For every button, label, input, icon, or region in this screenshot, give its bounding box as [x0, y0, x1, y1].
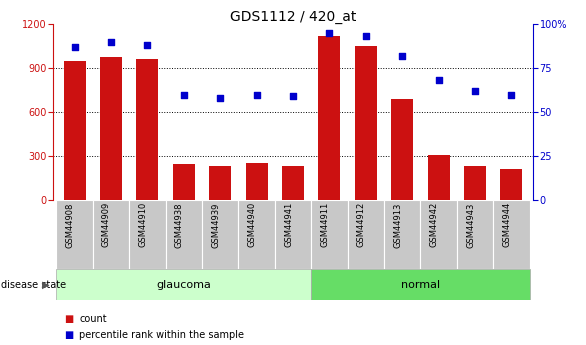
Text: disease state: disease state	[1, 280, 66, 289]
Text: GSM44912: GSM44912	[357, 202, 366, 247]
Bar	[500, 169, 522, 200]
Bar	[64, 61, 86, 200]
Point	[143, 42, 152, 48]
Point	[397, 53, 407, 59]
Text: GSM44909: GSM44909	[102, 202, 111, 247]
Text: normal: normal	[401, 280, 440, 289]
Text: ▶: ▶	[42, 280, 50, 289]
Bar	[464, 166, 486, 200]
Bar	[282, 166, 304, 200]
Bar	[457, 200, 493, 269]
Text: GSM44940: GSM44940	[248, 202, 257, 247]
Point	[434, 78, 443, 83]
Text: GSM44941: GSM44941	[284, 202, 293, 247]
Text: count: count	[79, 314, 107, 324]
Bar	[355, 46, 377, 200]
Point	[70, 44, 79, 50]
Text: GSM44913: GSM44913	[393, 202, 402, 248]
Text: GSM44944: GSM44944	[502, 202, 512, 247]
Bar	[493, 200, 530, 269]
Bar	[166, 200, 202, 269]
Bar	[56, 200, 93, 269]
Point	[361, 34, 370, 39]
Point	[325, 30, 334, 36]
Point	[471, 88, 480, 94]
Text: GSM44943: GSM44943	[466, 202, 475, 248]
Point	[106, 39, 115, 45]
Bar	[173, 164, 195, 200]
Bar	[129, 200, 166, 269]
Bar	[246, 163, 268, 200]
Text: GSM44910: GSM44910	[138, 202, 148, 247]
Bar	[311, 269, 530, 300]
Bar	[311, 200, 347, 269]
Bar	[209, 166, 231, 200]
Text: GSM44911: GSM44911	[321, 202, 329, 247]
Text: GDS1112 / 420_at: GDS1112 / 420_at	[230, 10, 356, 24]
Bar	[202, 200, 239, 269]
Bar	[56, 269, 311, 300]
Bar	[239, 200, 275, 269]
Point	[507, 92, 516, 97]
Point	[216, 95, 225, 101]
Bar	[420, 200, 457, 269]
Text: glaucoma: glaucoma	[156, 280, 211, 289]
Text: ■: ■	[64, 314, 74, 324]
Text: GSM44942: GSM44942	[430, 202, 438, 247]
Text: GSM44938: GSM44938	[175, 202, 184, 248]
Bar	[384, 200, 420, 269]
Bar	[93, 200, 129, 269]
Bar	[275, 200, 311, 269]
Bar	[137, 59, 158, 200]
Text: percentile rank within the sample: percentile rank within the sample	[79, 330, 244, 339]
Text: ■: ■	[64, 330, 74, 339]
Bar	[347, 200, 384, 269]
Point	[179, 92, 189, 97]
Point	[288, 93, 298, 99]
Bar	[428, 155, 449, 200]
Bar	[391, 99, 413, 200]
Bar	[100, 57, 122, 200]
Bar	[318, 36, 340, 200]
Text: GSM44939: GSM44939	[211, 202, 220, 248]
Point	[252, 92, 261, 97]
Text: GSM44908: GSM44908	[66, 202, 74, 248]
